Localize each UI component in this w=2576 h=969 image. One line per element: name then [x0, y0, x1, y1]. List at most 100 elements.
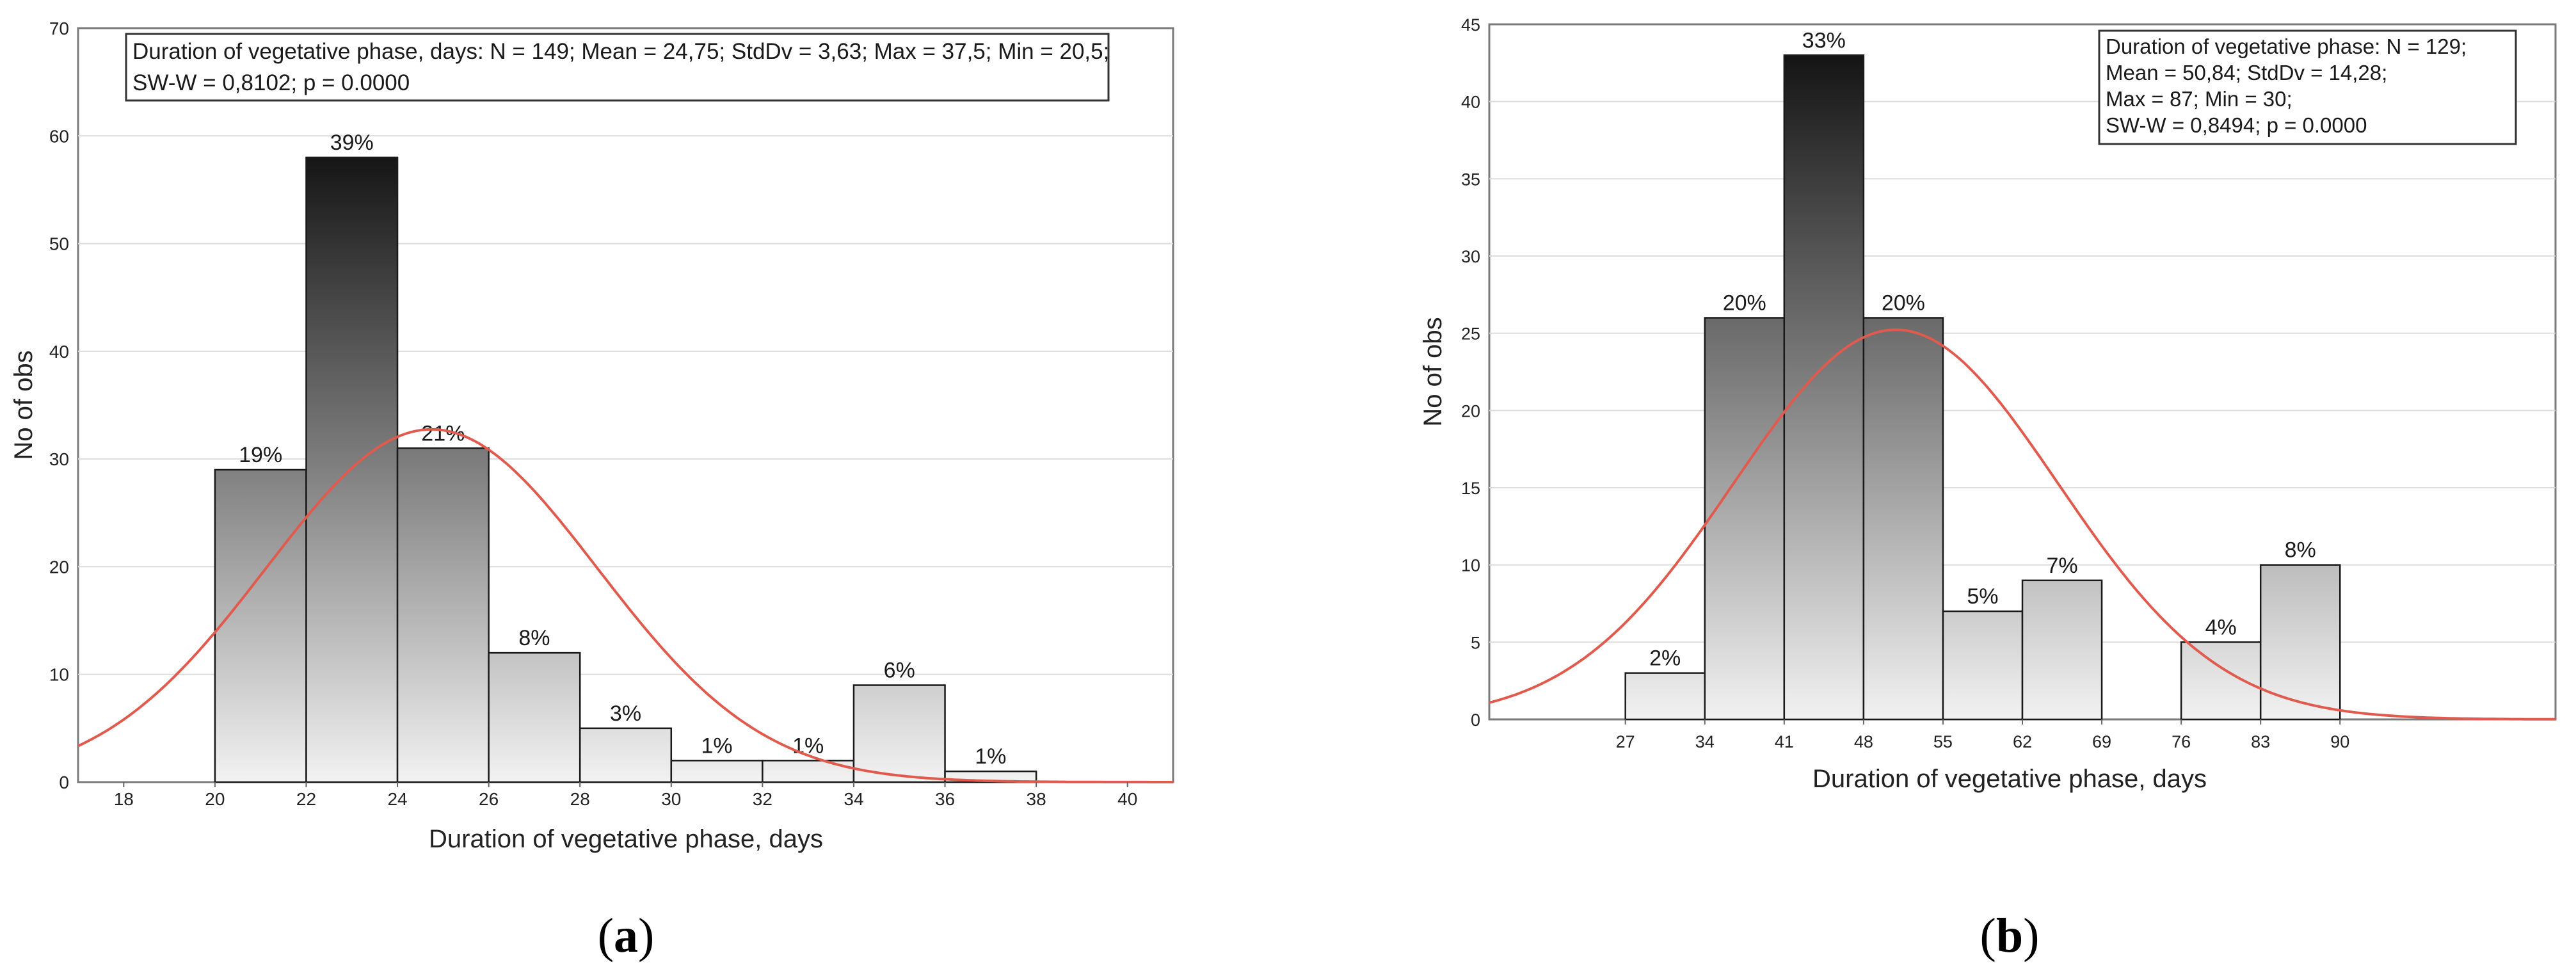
histogram-bar	[1942, 610, 2024, 721]
y-tick-label: 40	[1461, 93, 1480, 112]
histogram-bar	[2021, 579, 2103, 721]
histogram-bar	[2259, 564, 2341, 721]
bar-percent-label: 4%	[2205, 615, 2237, 639]
histogram-bar	[1624, 672, 1706, 721]
bar-percent-label: 19%	[239, 443, 282, 467]
y-tick-label: 0	[59, 773, 69, 792]
panel-b-label: (b)	[1980, 909, 2040, 963]
x-tick-label: 34	[844, 789, 863, 809]
bar-percent-label: 3%	[610, 701, 641, 726]
chart-b-stats-box-frame	[2098, 29, 2517, 145]
chart-b-stats-box: Duration of vegetative phase: N = 129; M…	[2098, 29, 2517, 145]
chart-a-xlabel: Duration of vegetative phase, days	[429, 825, 823, 853]
x-tick-label: 34	[1695, 732, 1715, 751]
chart-b: 2% 20% 33% 20% 5% 7% 4% 8% 0 5 10 15 20 25 30 35 40 45 2…	[1419, 15, 2557, 963]
chart-b-x-tick-labels: 27 34 41 48 55 62 69 76 83 90	[1616, 719, 2349, 751]
y-tick-label: 50	[49, 234, 69, 254]
y-tick-label: 40	[49, 342, 69, 362]
bar-percent-label: 1%	[975, 744, 1006, 769]
bar-percent-label: 5%	[1967, 584, 1998, 609]
chart-a-stats-box-frame	[125, 33, 1110, 102]
bar-percent-label: 20%	[1882, 291, 1925, 316]
x-tick-label: 32	[753, 789, 772, 809]
x-tick-label: 30	[661, 789, 681, 809]
x-tick-label: 90	[2330, 732, 2349, 751]
chart-a-bar-labels: 19%39%21%8%3%1% 1%6%1%	[239, 131, 1006, 769]
y-tick-label: 25	[1461, 324, 1480, 344]
y-tick-label: 15	[1461, 479, 1480, 498]
bar-percent-label: 39%	[330, 131, 374, 155]
y-tick-label: 10	[1461, 556, 1480, 575]
chart-b-stats-line-4: SW-W = 0,8494; p = 0.0000	[2106, 113, 2367, 137]
chart-b-stats-line-3: Max = 87; Min = 30;	[2106, 87, 2292, 111]
y-tick-label: 30	[49, 449, 69, 469]
chart-b-y-tick-labels: 0 5 10 15 20 25 30 35 40 45	[1461, 15, 1480, 730]
y-tick-label: 20	[1461, 401, 1480, 420]
x-tick-label: 28	[570, 789, 590, 809]
chart-b-stats-line-2: Mean = 50,84; StdDv = 14,28;	[2106, 61, 2387, 84]
chart-a-y-tick-labels: 0 10 20 30 40 50 60 70	[49, 19, 69, 792]
chart-a-normal-curve	[77, 428, 1173, 783]
chart-a-ylabel: No of obs	[10, 350, 38, 460]
chart-b-bar-labels: 2% 20% 33% 20% 5% 7% 4% 8%	[1649, 28, 2316, 670]
x-tick-label: 36	[935, 789, 955, 809]
x-tick-label: 27	[1616, 732, 1635, 751]
y-tick-label: 45	[1461, 15, 1480, 35]
y-tick-label: 5	[1471, 633, 1480, 652]
histogram-bar	[852, 684, 946, 783]
histogram-bar	[214, 468, 307, 783]
histogram-bar	[396, 447, 490, 783]
x-tick-label: 62	[2013, 732, 2032, 751]
x-tick-label: 55	[1933, 732, 1953, 751]
histogram-bar	[1704, 317, 1786, 721]
histogram-bar	[1783, 54, 1865, 721]
x-tick-label: 20	[205, 789, 225, 809]
chart-a-bars	[214, 156, 1037, 783]
y-tick-label: 70	[49, 19, 69, 38]
x-tick-label: 38	[1027, 789, 1046, 809]
y-tick-label: 35	[1461, 170, 1480, 189]
x-tick-label: 48	[1854, 732, 1873, 751]
x-tick-label: 69	[2092, 732, 2111, 751]
chart-b-stats-line-1: Duration of vegetative phase: N = 129;	[2106, 35, 2467, 58]
histogram-bar	[2180, 641, 2262, 721]
panel-a-label: (a)	[598, 909, 655, 963]
chart-b-normal-curve	[1489, 328, 2556, 721]
bar-percent-label: 6%	[884, 659, 915, 683]
x-tick-label: 24	[387, 789, 407, 809]
chart-a-stats-line-2: SW-W = 0,8102; p = 0.0000	[132, 70, 410, 95]
x-tick-label: 83	[2251, 732, 2270, 751]
bar-percent-label: 8%	[518, 626, 550, 650]
histogram-bar	[488, 652, 581, 783]
histogram-bar	[762, 760, 855, 783]
x-tick-label: 41	[1775, 732, 1794, 751]
bar-percent-label: 33%	[1802, 28, 1846, 52]
bar-percent-label: 2%	[1649, 646, 1681, 671]
histogram-bar	[670, 760, 764, 783]
chart-a-x-tick-labels: 18 20 22 24 26 28 30 32 34 36 38 40	[114, 782, 1137, 809]
y-tick-label: 30	[1461, 247, 1480, 266]
bar-percent-label: 7%	[2046, 554, 2077, 578]
bar-percent-label: 8%	[2285, 538, 2316, 563]
x-tick-label: 40	[1117, 789, 1137, 809]
y-tick-label: 20	[49, 557, 69, 577]
bar-percent-label: 1%	[701, 733, 733, 758]
chart-b-bars	[1624, 54, 2341, 721]
bar-percent-label: 1%	[792, 733, 824, 758]
y-tick-label: 10	[49, 665, 69, 685]
x-tick-label: 76	[2172, 732, 2191, 751]
x-tick-label: 18	[114, 789, 134, 809]
chart-b-ylabel: No of obs	[1419, 317, 1447, 426]
bar-percent-label: 20%	[1723, 291, 1766, 316]
chart-a-stats-box: Duration of vegetative phase, days: N = …	[125, 33, 1110, 102]
x-tick-label: 22	[296, 789, 316, 809]
y-tick-label: 0	[1471, 710, 1480, 730]
histogram-bar	[579, 727, 673, 783]
chart-a-stats-line-1: Duration of vegetative phase, days: N = …	[132, 39, 1109, 64]
y-tick-label: 60	[49, 126, 69, 146]
x-tick-label: 26	[479, 789, 499, 809]
chart-b-xlabel: Duration of vegetative phase, days	[1812, 765, 2207, 793]
histogram-bar	[1862, 317, 1944, 721]
